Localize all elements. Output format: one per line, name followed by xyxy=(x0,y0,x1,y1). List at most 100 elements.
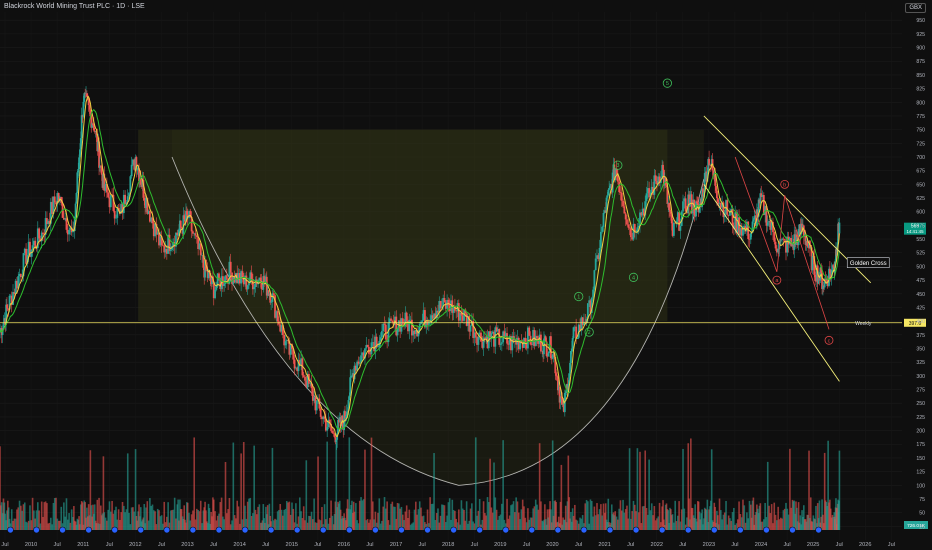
volume-bar xyxy=(8,518,11,530)
candle-body xyxy=(31,245,34,250)
volume-bar xyxy=(336,507,338,530)
x-tick-label: Jul xyxy=(314,542,321,548)
volume-bar xyxy=(622,499,624,530)
volume-bar xyxy=(69,522,72,530)
volume-bar xyxy=(377,512,379,530)
volume-bar xyxy=(668,522,670,530)
volume-bar xyxy=(96,499,99,530)
candle-body xyxy=(524,338,527,344)
volume-bar xyxy=(484,513,486,530)
volume-bar xyxy=(168,522,171,530)
volume-bar xyxy=(523,506,525,530)
volume-bar xyxy=(272,520,275,530)
candle-body xyxy=(310,383,313,389)
volume-bar xyxy=(454,510,456,530)
volume-bar xyxy=(308,515,310,530)
volume-bar xyxy=(797,502,800,530)
volume-bar xyxy=(215,520,218,530)
volume-bar xyxy=(93,513,95,530)
candle-body xyxy=(270,301,273,303)
volume-bar xyxy=(0,505,2,530)
candle-body xyxy=(384,324,387,340)
candle-body xyxy=(631,237,634,240)
volume-bar xyxy=(658,502,661,530)
candle-body xyxy=(280,325,283,332)
volume-bar xyxy=(138,504,140,530)
candle-body xyxy=(183,215,186,220)
candle-body xyxy=(136,169,139,171)
volume-bar xyxy=(759,503,762,530)
volume-bar xyxy=(426,509,429,530)
currency-badge[interactable]: GBX xyxy=(905,3,926,13)
volume-bar xyxy=(139,507,142,530)
volume-bar xyxy=(448,498,451,530)
candle-body xyxy=(366,344,369,347)
candle-body xyxy=(551,354,554,359)
volume-bar xyxy=(43,502,46,530)
volume-bar xyxy=(473,523,476,530)
volume-bar xyxy=(476,515,478,530)
volume-bar xyxy=(827,440,829,530)
volume-bar xyxy=(661,506,663,530)
candle-body xyxy=(351,376,353,377)
volume-bar xyxy=(818,500,821,530)
event-marker xyxy=(137,526,145,534)
candle-body xyxy=(669,211,672,214)
event-marker xyxy=(7,526,14,534)
volume-bar xyxy=(645,508,648,530)
candle-body xyxy=(615,168,618,175)
volume-bar xyxy=(86,507,88,530)
volume-bar xyxy=(94,520,97,530)
x-tick-label: 2021 xyxy=(598,542,610,548)
candle-body xyxy=(332,433,335,434)
volume-bar xyxy=(279,504,282,530)
volume-bar xyxy=(64,516,66,530)
candle-body xyxy=(369,353,372,355)
volume-bar xyxy=(679,521,682,530)
x-tick-label: 2024 xyxy=(755,542,767,548)
volume-bar xyxy=(459,524,461,530)
candle-body xyxy=(738,217,740,235)
candle-body xyxy=(686,211,688,214)
volume-bar xyxy=(502,440,504,530)
volume-bar xyxy=(755,512,757,530)
candle-body xyxy=(219,279,222,290)
volume-bar xyxy=(298,497,301,530)
candle-body xyxy=(182,215,185,234)
volume-bar xyxy=(211,516,213,530)
volume-bar xyxy=(517,512,520,530)
wave-label: b xyxy=(783,182,786,188)
candle-body xyxy=(421,320,424,322)
volume-bar xyxy=(175,518,177,530)
volume-bar xyxy=(497,519,499,530)
volume-bar xyxy=(267,524,270,530)
candle-body xyxy=(333,433,336,438)
volume-bar xyxy=(747,518,749,530)
volume-bar xyxy=(343,513,345,530)
volume-bar xyxy=(593,506,596,530)
volume-bar xyxy=(144,523,146,530)
candle-body xyxy=(225,275,228,279)
candle-body xyxy=(744,225,747,232)
volume-bar xyxy=(218,513,220,530)
volume-bar xyxy=(794,513,796,530)
volume-bar xyxy=(598,509,601,530)
candle-body xyxy=(246,285,249,290)
volume-bar xyxy=(401,514,404,530)
volume-bar xyxy=(623,512,626,530)
volume-bar xyxy=(285,500,288,530)
candle-body xyxy=(583,321,585,326)
volume-bar xyxy=(260,522,263,530)
candle-body xyxy=(834,260,837,262)
candle-body xyxy=(715,185,717,191)
volume-bar xyxy=(209,523,212,530)
volume-bar xyxy=(178,520,180,530)
volume-bar xyxy=(614,511,617,530)
volume-bar xyxy=(154,511,156,530)
volume-bar xyxy=(675,521,678,530)
candle-body xyxy=(430,315,433,321)
candle-body xyxy=(752,219,755,222)
candle-body xyxy=(508,336,511,345)
volume-bar xyxy=(590,500,593,530)
